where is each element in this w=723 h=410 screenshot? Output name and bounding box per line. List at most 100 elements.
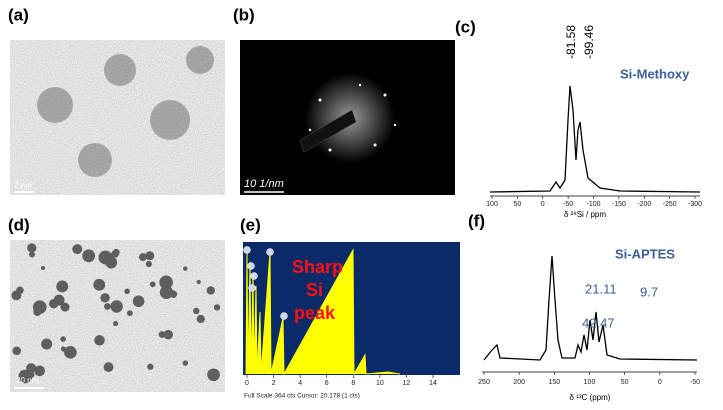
particle	[11, 290, 22, 301]
x-tick-label: 6	[325, 380, 329, 387]
x-tick-label: 0	[541, 201, 545, 208]
nmr-spectrum	[489, 85, 701, 193]
panel-label: (f)	[468, 211, 485, 230]
particle	[145, 251, 155, 261]
particle	[34, 365, 45, 377]
x-tick-label: -150	[612, 201, 626, 208]
peak-markers	[243, 246, 288, 320]
particle	[27, 243, 37, 253]
particle	[56, 280, 69, 293]
particle	[145, 260, 152, 268]
particle	[41, 338, 53, 350]
panel-label: (a)	[8, 5, 29, 24]
particle	[53, 294, 65, 306]
x-tick-label: -250	[663, 201, 677, 208]
particle	[93, 278, 106, 291]
particle	[182, 360, 189, 366]
panel-label: (b)	[233, 5, 255, 24]
scale-text: 2 nm	[14, 181, 32, 190]
x-axis-label: δ ²⁹Si / ppm	[564, 210, 606, 219]
particle	[100, 293, 110, 303]
scale-text: 10 1/nm	[244, 178, 284, 190]
x-tick-label: -50	[563, 201, 573, 208]
annotation: Si	[306, 280, 323, 300]
x-tick-label: 0	[245, 380, 249, 387]
particle	[29, 251, 35, 258]
scale-text: 20 nm	[16, 376, 39, 385]
annotation: Sharp	[292, 257, 343, 277]
particle	[196, 279, 201, 285]
particle	[103, 362, 114, 373]
particle	[127, 310, 133, 317]
particle	[82, 249, 96, 263]
x-tick-label: 0	[658, 379, 662, 386]
particle	[138, 253, 147, 262]
x-tick-label: 12	[403, 380, 411, 387]
x-axis-label: δ ¹³C (ppm)	[570, 393, 611, 402]
eds-spectrum	[245, 248, 401, 376]
particle	[132, 295, 145, 308]
x-tick-label: 50	[621, 379, 629, 386]
x-tick-label: 250	[478, 379, 490, 386]
x-tick-label: -200	[637, 201, 651, 208]
particle	[104, 303, 111, 310]
x-tick-label: -100	[586, 201, 600, 208]
particle	[110, 300, 123, 313]
particle	[33, 307, 42, 316]
peak-label: -81.58	[564, 25, 578, 59]
particle	[105, 256, 118, 269]
particles	[37, 46, 214, 177]
particle	[163, 329, 173, 340]
panel-title: Si-Methoxy	[620, 66, 690, 81]
particle	[213, 304, 221, 311]
particle	[41, 266, 46, 271]
particle	[72, 244, 83, 255]
particle	[28, 371, 35, 378]
x-tick-label: 100	[584, 379, 596, 386]
particle	[112, 320, 119, 327]
particle	[60, 302, 70, 312]
x-tick-label: 8	[351, 380, 355, 387]
particle	[124, 288, 130, 295]
panel-label: (e)	[240, 215, 261, 234]
particle	[193, 307, 200, 315]
particle	[196, 314, 205, 324]
particle	[183, 266, 188, 271]
spots	[308, 83, 397, 152]
peak-label: 42.47	[582, 315, 615, 330]
tem-image	[10, 40, 225, 195]
x-tick-label: -300	[688, 201, 702, 208]
particle	[159, 275, 173, 290]
particle	[60, 336, 66, 342]
eds-footer: Full Scale 364 cts Cursor: 20.178 (1 cts…	[244, 393, 360, 400]
x-tick-label: 150	[548, 379, 560, 386]
panel-label: (c)	[455, 17, 476, 36]
peak-label: 9.7	[640, 284, 658, 299]
particles	[11, 243, 221, 384]
x-tick-label: 10	[376, 380, 384, 387]
particle	[159, 285, 174, 299]
particle	[64, 346, 77, 359]
particle	[206, 286, 216, 295]
x-tick-label: 4	[298, 380, 302, 387]
particle	[94, 335, 105, 346]
particle	[147, 363, 154, 370]
annotation: peak	[294, 303, 336, 323]
x-tick-label: 2	[272, 380, 276, 387]
peak-label: -99.46	[582, 25, 596, 59]
peak-label: 21.11	[585, 281, 617, 296]
panel-label: (d)	[8, 215, 30, 234]
x-tick-label: -50	[690, 379, 700, 386]
particle	[207, 368, 220, 382]
particle	[111, 250, 119, 258]
particle	[12, 346, 21, 356]
x-tick-label: 200	[513, 379, 525, 386]
particle	[149, 281, 156, 288]
beam-stop	[299, 109, 357, 153]
panel-title: Si-APTES	[615, 246, 675, 261]
x-tick-label: 100	[486, 201, 498, 208]
particle	[158, 331, 166, 338]
tem-image	[10, 240, 225, 392]
x-tick-label: 14	[429, 380, 437, 387]
